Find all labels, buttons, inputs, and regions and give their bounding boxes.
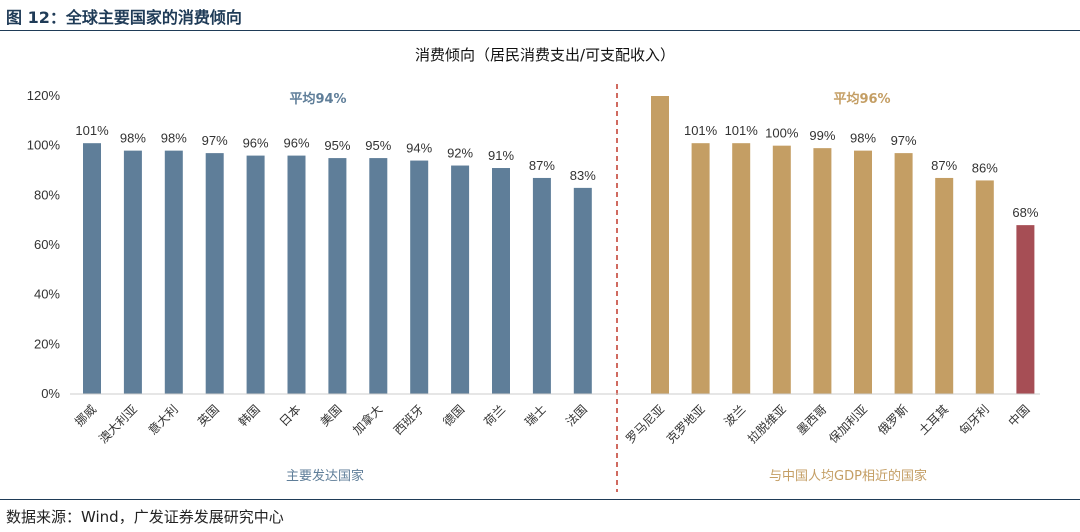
category-label-similar-gdp: 匈牙利 — [957, 402, 992, 437]
bar-developed — [573, 187, 592, 394]
category-label-similar-gdp: 土耳其 — [916, 402, 951, 437]
propensity-chart: 消费倾向（居民消费支出/可支配收入） 0% 20% 40% 60% 80% 100% 120… — [27, 46, 1040, 492]
y-tick-label: 0% — [41, 386, 60, 401]
y-tick-label: 80% — [34, 187, 60, 202]
y-tick-label: 20% — [34, 336, 60, 351]
bar-similar-gdp — [975, 180, 994, 394]
bar-developed — [532, 177, 551, 394]
bar-developed — [451, 165, 470, 394]
bar-similar-gdp — [1016, 225, 1035, 394]
bar-developed — [410, 160, 429, 394]
category-label-similar-gdp: 拉脱维亚 — [744, 402, 789, 447]
category-label-developed: 日本 — [277, 402, 304, 429]
header-rule — [0, 30, 1080, 31]
bar-series — [83, 96, 1035, 394]
bar-similar-gdp — [691, 143, 710, 394]
data-label-developed: 96% — [283, 136, 309, 151]
data-label-similar-gdp: 101% — [684, 123, 718, 138]
bar-similar-gdp — [935, 177, 954, 394]
category-label-developed: 澳大利亚 — [96, 402, 140, 446]
data-label-developed: 87% — [529, 158, 555, 173]
category-label-developed: 西班牙 — [391, 402, 426, 437]
data-label-developed: 83% — [570, 168, 596, 183]
category-label-developed: 加拿大 — [349, 402, 385, 438]
bar-similar-gdp — [772, 145, 791, 394]
data-label-developed: 97% — [202, 133, 228, 148]
y-tick-label: 40% — [34, 287, 60, 302]
data-label-similar-gdp: 101% — [725, 123, 759, 138]
figure-header: 图 12：全球主要国家的消费倾向 — [0, 0, 1080, 32]
data-label-developed: 94% — [406, 141, 432, 156]
category-label-similar-gdp: 波兰 — [721, 402, 748, 429]
category-label-similar-gdp: 中国 — [1005, 402, 1033, 430]
data-label-developed: 96% — [243, 136, 269, 151]
bar-developed — [287, 155, 306, 394]
data-label-developed: 95% — [365, 138, 391, 153]
y-tick-label: 120% — [27, 88, 61, 103]
group-average-label-developed: 平均94% — [289, 91, 346, 107]
y-tick-label: 100% — [27, 138, 61, 153]
data-label-similar-gdp: 86% — [972, 160, 998, 175]
category-label-developed: 荷兰 — [481, 402, 508, 429]
y-tick-label: 60% — [34, 237, 60, 252]
value-labels: 101% 98% 98% 97% 96% 96% 95% 95% 94% 92% 91% 87% 83%… — [75, 123, 1038, 220]
chart-title: 消费倾向（居民消费支出/可支配收入） — [415, 46, 675, 64]
bar-similar-gdp — [813, 148, 832, 394]
bar-developed — [123, 150, 142, 394]
source-note: 数据来源：Wind，广发证券发展研究中心 — [6, 508, 284, 526]
data-label-developed: 92% — [447, 146, 473, 161]
group-name-similar-gdp: 与中国人均GDP相近的国家 — [769, 468, 927, 484]
category-label-developed: 挪威 — [72, 402, 99, 429]
group-average-label-similar-gdp: 平均96% — [833, 91, 890, 107]
bar-similar-gdp — [732, 143, 751, 394]
bar-similar-gdp — [854, 150, 872, 394]
footer-rule — [0, 499, 1080, 500]
bar-similar-gdp — [651, 96, 669, 394]
category-label-similar-gdp: 墨西哥 — [794, 402, 829, 437]
bar-developed — [83, 143, 101, 394]
category-label-similar-gdp: 罗马尼亚 — [623, 402, 667, 446]
bar-developed — [369, 158, 388, 394]
data-label-developed: 101% — [75, 123, 109, 138]
category-label-developed: 法国 — [563, 402, 590, 429]
data-label-developed: 98% — [161, 131, 187, 146]
category-label-similar-gdp: 俄罗斯 — [875, 402, 910, 437]
category-label-developed: 美国 — [318, 402, 345, 429]
category-label-developed: 意大利 — [145, 402, 181, 438]
category-label-similar-gdp: 保加利亚 — [826, 402, 870, 446]
data-label-developed: 95% — [324, 138, 350, 153]
data-label-similar-gdp: 100% — [765, 126, 799, 141]
group-name-developed: 主要发达国家 — [286, 468, 364, 484]
data-label-developed: 98% — [120, 131, 146, 146]
bar-developed — [164, 150, 183, 394]
category-label-similar-gdp: 克罗地亚 — [664, 402, 708, 446]
category-label-developed: 瑞士 — [522, 402, 549, 429]
data-label-similar-gdp: 97% — [891, 133, 917, 148]
bar-developed — [492, 168, 510, 394]
figure-title: 图 12：全球主要国家的消费倾向 — [6, 8, 242, 27]
y-axis: 0% 20% 40% 60% 80% 100% 120% — [27, 88, 61, 401]
bar-developed — [246, 155, 265, 394]
bar-developed — [205, 153, 224, 394]
category-label-developed: 德国 — [440, 402, 468, 430]
data-label-similar-gdp: 98% — [850, 131, 876, 146]
category-label-developed: 英国 — [195, 402, 222, 429]
bar-developed — [328, 158, 347, 394]
category-label-developed: 韩国 — [235, 402, 263, 430]
data-label-developed: 91% — [488, 148, 514, 163]
data-label-similar-gdp: 87% — [931, 158, 957, 173]
data-label-similar-gdp: 99% — [809, 128, 835, 143]
data-label-similar-gdp: 68% — [1012, 205, 1038, 220]
bar-similar-gdp — [894, 153, 913, 394]
category-labels: 挪威澳大利亚 意大利 英国 韩国 日本 美国 加拿大 西班牙 德国 荷兰 瑞士 法国 罗马尼亚克罗地亚波… — [72, 402, 1032, 447]
